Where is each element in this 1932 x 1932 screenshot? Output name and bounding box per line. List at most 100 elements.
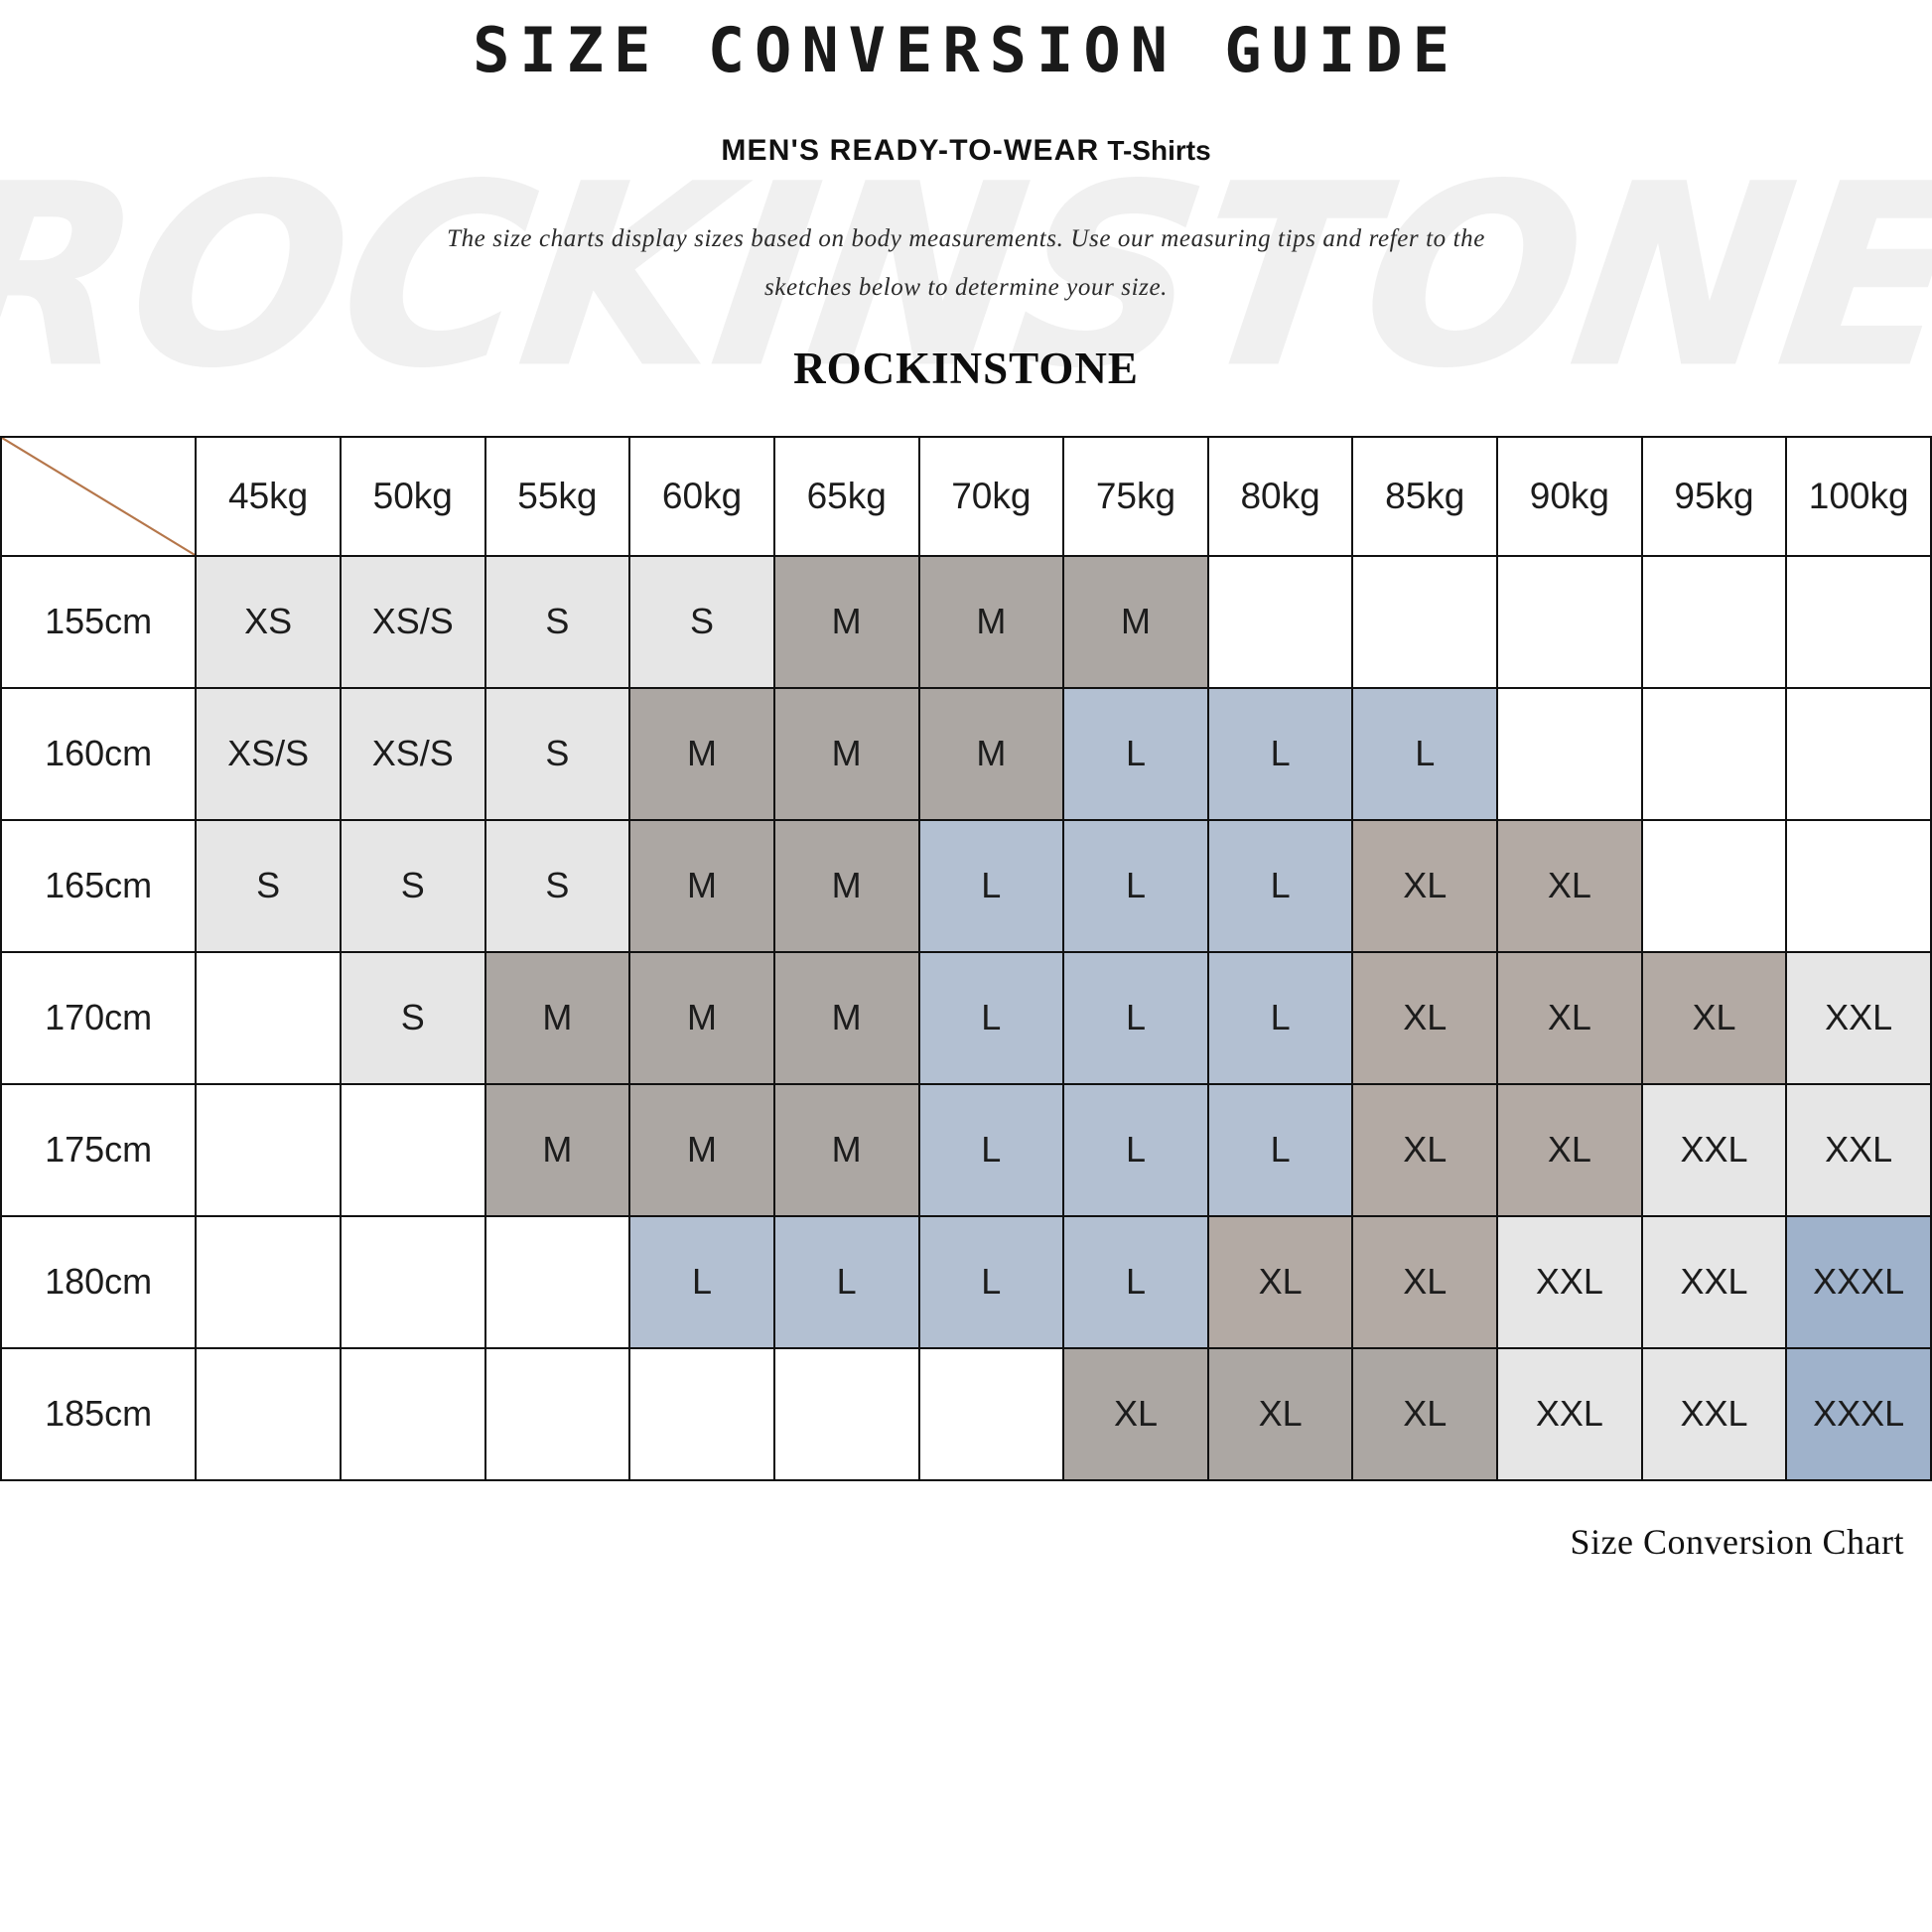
column-header-weight: 65kg xyxy=(772,435,920,557)
size-cell: L xyxy=(917,1082,1065,1217)
table-row: 185cm XL XL XL XXL XXL XXXL xyxy=(0,1346,1932,1481)
size-cell: XXL xyxy=(1640,1346,1788,1481)
size-cell-empty xyxy=(1351,554,1499,689)
size-cell: XL xyxy=(1206,1214,1354,1349)
table-row: 165cm S S S M M L L L XL XL xyxy=(0,818,1932,953)
size-cell: M xyxy=(1062,554,1209,689)
column-header-weight: 100kg xyxy=(1785,435,1932,557)
size-cell: M xyxy=(772,686,920,821)
size-cell: XL xyxy=(1206,1346,1354,1481)
garment-type-label: T-Shirts xyxy=(1107,135,1211,167)
size-cell: XL xyxy=(1351,818,1499,953)
size-cell: M xyxy=(628,686,775,821)
table-row: 170cm S M M M L L L XL XL XL XXL xyxy=(0,950,1932,1085)
size-cell: XL xyxy=(1351,1214,1499,1349)
size-cell: L xyxy=(917,1214,1065,1349)
size-cell-empty xyxy=(1785,554,1932,689)
size-cell: XS/S xyxy=(339,686,486,821)
size-cell: M xyxy=(483,1082,631,1217)
size-cell: XL xyxy=(1062,1346,1209,1481)
size-cell: M xyxy=(772,1082,920,1217)
subtitle-row: MEN'S READY-TO-WEAR T-Shirts xyxy=(0,134,1932,168)
size-cell: L xyxy=(1062,1214,1209,1349)
size-cell: L xyxy=(1206,818,1354,953)
row-header-height: 185cm xyxy=(0,1346,198,1481)
size-cell-empty xyxy=(1640,554,1788,689)
size-cell: L xyxy=(917,818,1065,953)
row-header-height: 170cm xyxy=(0,950,198,1085)
size-cell: L xyxy=(1206,950,1354,1085)
row-header-height: 175cm xyxy=(0,1082,198,1217)
size-cell-empty xyxy=(339,1082,486,1217)
size-cell-empty xyxy=(1640,818,1788,953)
column-header-weight: 80kg xyxy=(1206,435,1354,557)
size-cell-empty xyxy=(1206,554,1354,689)
column-header-weight: 95kg xyxy=(1640,435,1788,557)
size-cell: XL xyxy=(1496,950,1643,1085)
size-cell: S xyxy=(195,818,342,953)
size-cell: L xyxy=(917,950,1065,1085)
table-row: 160cm XS/S XS/S S M M M L L L xyxy=(0,686,1932,821)
row-header-height: 165cm xyxy=(0,818,198,953)
row-header-height: 180cm xyxy=(0,1214,198,1349)
footer-caption: Size Conversion Chart xyxy=(1570,1521,1904,1562)
brand-name: ROCKINSTONE xyxy=(793,343,1139,393)
page-title: SIZE CONVERSION GUIDE xyxy=(473,14,1459,86)
description-text: The size charts display sizes based on b… xyxy=(447,225,1485,301)
size-cell: XXL xyxy=(1785,950,1932,1085)
size-cell-empty xyxy=(1785,818,1932,953)
size-cell: L xyxy=(1351,686,1499,821)
size-conversion-table: 45kg 50kg 55kg 60kg 65kg 70kg 75kg 80kg 85kg 90kg… xyxy=(0,435,1932,1481)
size-cell: L xyxy=(1062,950,1209,1085)
column-header-weight: 85kg xyxy=(1351,435,1499,557)
column-header-weight: 70kg xyxy=(917,435,1065,557)
size-cell-empty xyxy=(917,1346,1065,1481)
size-cell: XL xyxy=(1351,1346,1499,1481)
row-header-height: 160cm xyxy=(0,686,198,821)
size-cell: M xyxy=(772,818,920,953)
size-cell-empty xyxy=(195,950,342,1085)
size-cell: M xyxy=(917,686,1065,821)
diagonal-divider-icon xyxy=(2,437,196,555)
size-cell: XXL xyxy=(1640,1082,1788,1217)
size-cell: XXL xyxy=(1640,1214,1788,1349)
size-cell: XL xyxy=(1496,818,1643,953)
table-header-row: 45kg 50kg 55kg 60kg 65kg 70kg 75kg 80kg 85kg 90kg… xyxy=(0,435,1932,557)
size-cell: S xyxy=(339,818,486,953)
size-cell: XL xyxy=(1351,1082,1499,1217)
size-cell-empty xyxy=(339,1214,486,1349)
table-row: 155cm XS XS/S S S M M M xyxy=(0,554,1932,689)
size-guide-page: SIZE CONVERSION GUIDE MEN'S READY-TO-WEA… xyxy=(0,14,1932,1562)
row-header-height: 155cm xyxy=(0,554,198,689)
column-header-weight: 75kg xyxy=(1062,435,1209,557)
size-cell: S xyxy=(628,554,775,689)
size-cell: L xyxy=(1206,686,1354,821)
size-cell: M xyxy=(628,950,775,1085)
size-table-container: 45kg 50kg 55kg 60kg 65kg 70kg 75kg 80kg 85kg 90kg… xyxy=(0,435,1932,1481)
column-header-weight: 90kg xyxy=(1496,435,1643,557)
column-header-weight: 45kg xyxy=(195,435,342,557)
size-cell: L xyxy=(1062,818,1209,953)
size-cell-empty xyxy=(195,1214,342,1349)
size-cell: M xyxy=(628,818,775,953)
size-cell: XXL xyxy=(1496,1214,1643,1349)
size-cell: M xyxy=(772,554,920,689)
size-cell: M xyxy=(483,950,631,1085)
size-cell-empty xyxy=(1785,686,1932,821)
size-cell: M xyxy=(772,950,920,1085)
size-cell: S xyxy=(483,818,631,953)
size-cell: XL xyxy=(1640,950,1788,1085)
size-cell: XXXL xyxy=(1785,1214,1932,1349)
size-cell: XS/S xyxy=(195,686,342,821)
size-cell: L xyxy=(628,1214,775,1349)
size-cell-empty xyxy=(772,1346,920,1481)
size-cell: L xyxy=(1206,1082,1354,1217)
size-cell-empty xyxy=(339,1346,486,1481)
size-cell: S xyxy=(483,554,631,689)
size-cell: XXXL xyxy=(1785,1346,1932,1481)
size-cell: XS xyxy=(195,554,342,689)
column-header-weight: 50kg xyxy=(339,435,486,557)
column-header-weight: 55kg xyxy=(483,435,631,557)
size-cell: S xyxy=(339,950,486,1085)
size-cell-empty xyxy=(483,1214,631,1349)
